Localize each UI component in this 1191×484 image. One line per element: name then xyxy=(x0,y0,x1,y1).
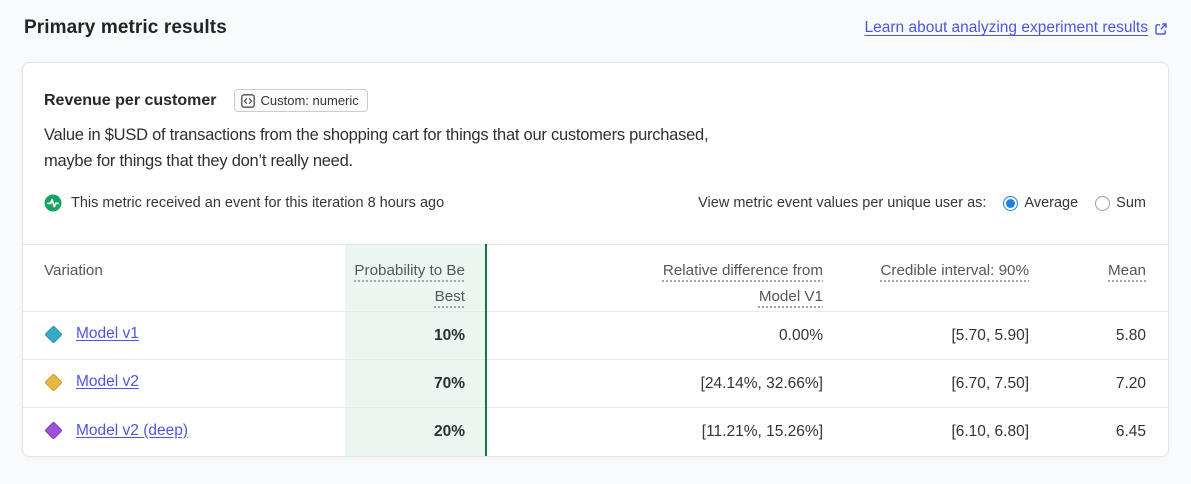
code-icon xyxy=(240,93,255,108)
radio-average-label: Average xyxy=(1024,195,1079,211)
page-header: Primary metric results Learn about analy… xyxy=(0,0,1191,41)
radio-sum-icon xyxy=(1095,195,1111,211)
variation-link[interactable]: Model v2 xyxy=(76,373,139,391)
header-probability-label: Probability to Be Best xyxy=(354,262,465,305)
metric-type-badge-label: Custom: numeric xyxy=(260,93,359,108)
radio-sum[interactable]: Sum xyxy=(1095,195,1146,211)
header-credible-interval[interactable]: Credible interval: 90% xyxy=(823,244,1029,312)
header-probability-to-be-best[interactable]: Probability to Be Best xyxy=(345,244,487,312)
header-variation-label: Variation xyxy=(44,262,103,279)
variation-diamond-icon xyxy=(44,373,63,392)
page-title: Primary metric results xyxy=(24,17,227,38)
results-table: Variation Probability to Be Best Relativ… xyxy=(23,244,1168,456)
metric-description-line2: maybe for things that they don’t really … xyxy=(44,152,353,170)
credible-interval-cell: [5.70, 5.90] xyxy=(823,311,1029,360)
relative-difference-cell: [11.21%, 15.26%] xyxy=(486,407,823,456)
probability-cell: 10% xyxy=(345,311,487,360)
variation-diamond-icon xyxy=(44,325,63,344)
probability-cell: 70% xyxy=(345,359,487,408)
radio-average-icon xyxy=(1003,195,1019,211)
metric-name: Revenue per customer xyxy=(44,91,217,109)
radio-average[interactable]: Average xyxy=(1003,195,1078,211)
mean-cell: 5.80 xyxy=(1029,311,1168,360)
header-relative-difference-label: Relative difference from Model V1 xyxy=(662,262,823,305)
header-mean[interactable]: Mean xyxy=(1029,244,1168,312)
relative-difference-cell: 0.00% xyxy=(486,311,823,360)
radio-sum-label: Sum xyxy=(1116,195,1146,211)
metric-type-badge: Custom: numeric xyxy=(233,89,368,112)
probability-cell: 20% xyxy=(345,407,487,456)
pulse-icon xyxy=(44,194,62,212)
header-variation: Variation xyxy=(23,244,345,312)
table-row: Model v1 10% 0.00% [5.70, 5.90] 5.80 xyxy=(23,311,1168,360)
relative-difference-cell: [24.14%, 32.66%] xyxy=(486,359,823,408)
metric-description-line1: Value in $USD of transactions from the s… xyxy=(44,126,709,144)
metric-results-card: Revenue per customer Custom: numeric Val… xyxy=(22,62,1169,457)
table-row: Model v2 70% [24.14%, 32.66%] [6.70, 7.5… xyxy=(23,359,1168,408)
external-link-icon xyxy=(1155,23,1167,35)
mean-cell: 6.45 xyxy=(1029,407,1168,456)
table-header-row: Variation Probability to Be Best Relativ… xyxy=(23,244,1168,312)
credible-interval-cell: [6.70, 7.50] xyxy=(823,359,1029,408)
variation-diamond-icon xyxy=(44,421,63,440)
learn-link[interactable]: Learn about analyzing experiment results xyxy=(865,15,1168,41)
header-mean-label: Mean xyxy=(1108,262,1146,279)
mean-cell: 7.20 xyxy=(1029,359,1168,408)
variation-link[interactable]: Model v2 (deep) xyxy=(76,421,189,439)
view-as-label: View metric event values per unique user… xyxy=(698,195,987,211)
variation-link[interactable]: Model v1 xyxy=(76,325,139,343)
header-credible-interval-label: Credible interval: 90% xyxy=(880,262,1029,279)
learn-link-label: Learn about analyzing experiment results xyxy=(864,19,1148,36)
metric-description: Value in $USD of transactions from the s… xyxy=(23,112,1168,174)
table-row: Model v2 (deep) 20% [11.21%, 15.26%] [6.… xyxy=(23,407,1168,456)
credible-interval-cell: [6.10, 6.80] xyxy=(823,407,1029,456)
event-status-text: This metric received an event for this i… xyxy=(71,195,445,211)
header-relative-difference[interactable]: Relative difference from Model V1 xyxy=(486,244,823,312)
